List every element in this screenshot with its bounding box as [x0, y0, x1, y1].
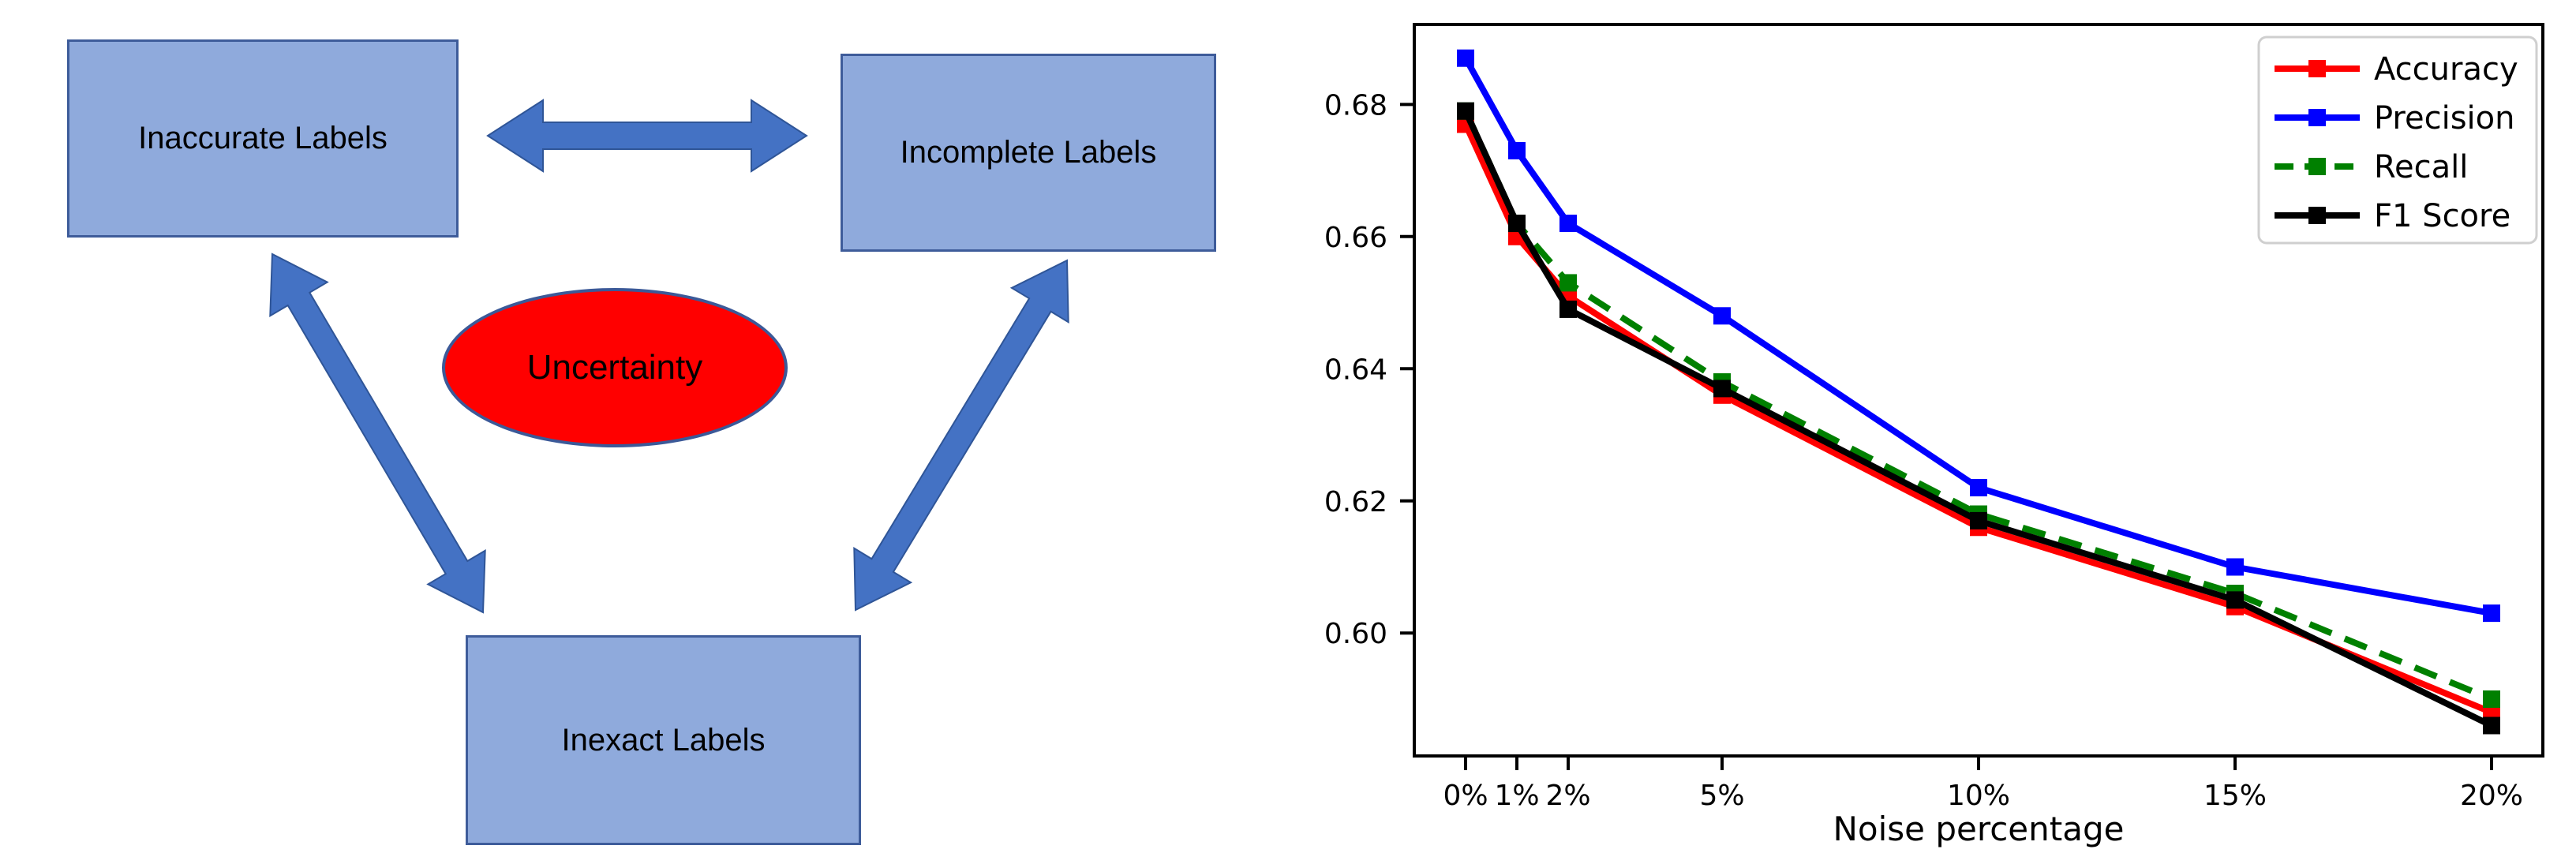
x-axis-tick-label: 2%	[1545, 780, 1590, 812]
legend-label-accuracy: Accuracy	[2374, 51, 2518, 88]
double-arrow-inaccurate-incomplete	[486, 99, 808, 173]
series-marker-precision	[2226, 558, 2244, 576]
diagram-box-label: Inaccurate Labels	[138, 121, 388, 155]
x-axis-tick-label: 15%	[2203, 780, 2267, 812]
double-arrow-inaccurate-inexact	[269, 253, 486, 614]
legend-label-precision: Precision	[2374, 100, 2514, 137]
series-marker-precision	[1970, 479, 1987, 497]
series-marker-f1-score	[1457, 102, 1474, 120]
legend-label-recall: Recall	[2374, 149, 2468, 185]
series-marker-precision	[1457, 49, 1474, 67]
y-axis-tick-label: 0.66	[1324, 222, 1387, 254]
diagram-box-incomplete-labels: Incomplete Labels	[841, 54, 1216, 252]
double-arrow-incomplete-inexact	[853, 259, 1069, 612]
series-marker-recall	[2483, 690, 2500, 708]
y-axis-tick-label: 0.60	[1324, 618, 1387, 650]
y-axis-tick-label: 0.62	[1324, 486, 1387, 518]
legend-label-f1-score: F1 Score	[2374, 198, 2510, 234]
diagram-ellipse-label: Uncertainty	[526, 348, 703, 387]
series-marker-precision	[1508, 141, 1526, 159]
series-marker-f1-score	[1508, 215, 1526, 233]
legend-box	[2257, 36, 2538, 245]
x-axis-tick-label: 20%	[2460, 780, 2523, 812]
y-axis-tick-label: 0.64	[1324, 354, 1387, 386]
diagram-box-label: Incomplete Labels	[900, 135, 1157, 170]
series-marker-precision	[2483, 604, 2500, 623]
series-marker-f1-score	[1713, 380, 1731, 398]
series-marker-f1-score	[2483, 716, 2500, 735]
legend-marker-accuracy	[2308, 60, 2326, 77]
diagram-box-inexact-labels: Inexact Labels	[466, 635, 861, 845]
series-marker-recall	[1559, 274, 1577, 292]
x-axis-tick-label: 10%	[1947, 780, 2010, 812]
series-marker-precision	[1559, 215, 1577, 233]
series-marker-f1-score	[1559, 300, 1577, 318]
series-marker-precision	[1713, 307, 1731, 325]
series-marker-accuracy	[2483, 703, 2500, 721]
x-axis-tick-label: 0%	[1443, 780, 1488, 812]
legend-marker-precision	[2308, 109, 2326, 126]
x-axis-tick-label: 5%	[1699, 780, 1744, 812]
y-axis-tick-label: 0.68	[1324, 89, 1387, 122]
series-marker-f1-score	[2226, 591, 2244, 609]
legend-marker-f1-score	[2308, 207, 2326, 224]
diagram-box-label: Inexact Labels	[561, 722, 766, 758]
diagram-box-inaccurate-labels: Inaccurate Labels	[67, 39, 459, 238]
diagram-ellipse-uncertainty: Uncertainty	[442, 288, 788, 447]
series-marker-f1-score	[1970, 511, 1987, 529]
x-axis-tick-label: 1%	[1494, 780, 1539, 812]
x-axis-label: Noise percentage	[1833, 810, 2125, 848]
legend-marker-recall	[2308, 158, 2326, 175]
